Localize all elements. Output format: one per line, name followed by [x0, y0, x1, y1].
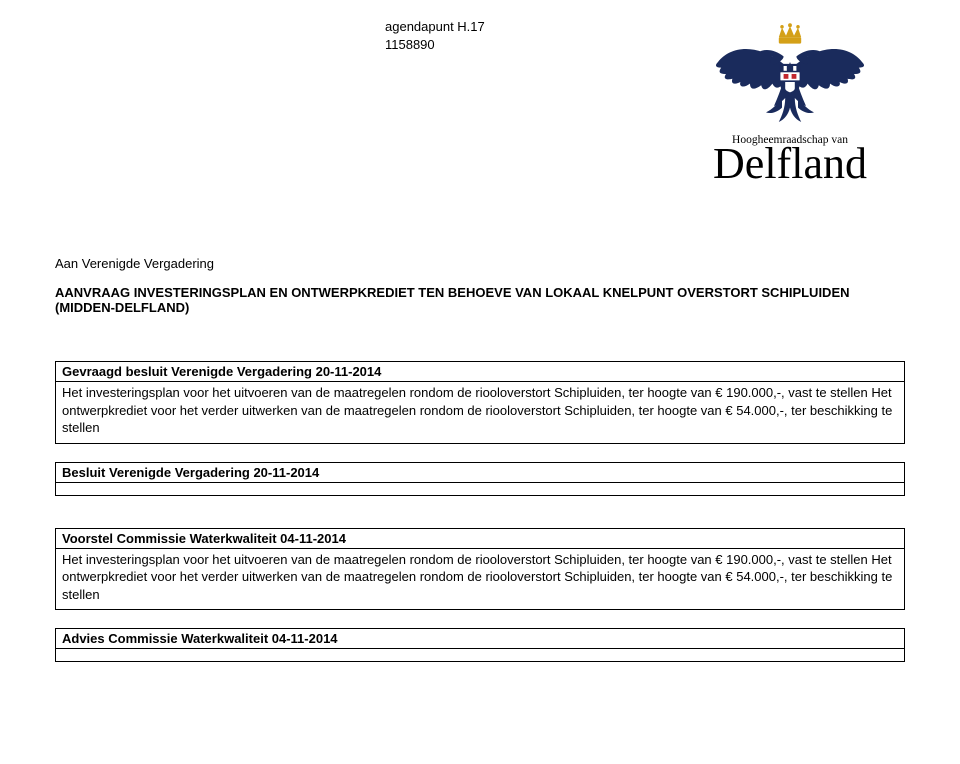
document-title: AANVRAAG INVESTERINGSPLAN EN ONTWERPKRED… [55, 285, 905, 315]
addressee-block: Aan Verenigde Vergadering [55, 256, 905, 271]
box-gevraagd-besluit: Gevraagd besluit Verenigde Vergadering 2… [55, 361, 905, 444]
spacer [55, 496, 905, 510]
box-header: Advies Commissie Waterkwaliteit 04-11-20… [56, 629, 904, 649]
spacer [55, 315, 905, 343]
doc-number: 1158890 [385, 36, 485, 54]
org-name: Delfland [675, 142, 905, 186]
box-header: Voorstel Commissie Waterkwaliteit 04-11-… [56, 529, 904, 549]
box-body [56, 483, 904, 495]
box-body: Het investeringsplan voor het uitvoeren … [56, 549, 904, 610]
box-body [56, 649, 904, 661]
document-page: agendapunt H.17 1158890 [0, 0, 960, 662]
box-besluit: Besluit Verenigde Vergadering 20-11-2014 [55, 462, 905, 496]
addressee: Aan Verenigde Vergadering [55, 256, 905, 271]
org-logo-block: Hoogheemraadschap van Delfland [675, 18, 905, 186]
agenda-block: agendapunt H.17 1158890 [385, 18, 485, 53]
agenda-label: agendapunt H.17 [385, 18, 485, 36]
box-voorstel-commissie: Voorstel Commissie Waterkwaliteit 04-11-… [55, 528, 905, 611]
box-body: Het investeringsplan voor het uitvoeren … [56, 382, 904, 443]
delfland-crest-icon [710, 18, 870, 130]
header-row: agendapunt H.17 1158890 [55, 18, 905, 186]
box-header: Besluit Verenigde Vergadering 20-11-2014 [56, 463, 904, 483]
box-header: Gevraagd besluit Verenigde Vergadering 2… [56, 362, 904, 382]
box-advies-commissie: Advies Commissie Waterkwaliteit 04-11-20… [55, 628, 905, 662]
